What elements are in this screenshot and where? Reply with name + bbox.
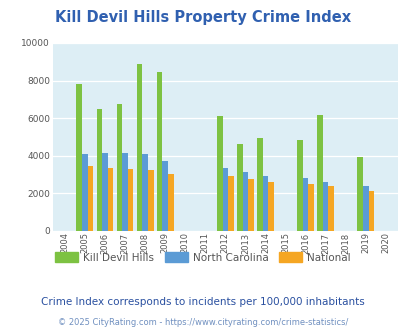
Bar: [262, 176, 268, 231]
Text: Kill Devil Hills Property Crime Index: Kill Devil Hills Property Crime Index: [55, 10, 350, 25]
Text: © 2025 CityRating.com - https://www.cityrating.com/crime-statistics/: © 2025 CityRating.com - https://www.city…: [58, 318, 347, 327]
Bar: [76, 84, 82, 231]
Bar: [356, 157, 362, 231]
Bar: [162, 161, 168, 231]
Bar: [216, 116, 222, 231]
Bar: [156, 72, 162, 231]
Bar: [222, 168, 228, 231]
Bar: [256, 138, 262, 231]
Bar: [328, 186, 333, 231]
Bar: [116, 104, 122, 231]
Bar: [136, 64, 142, 231]
Bar: [362, 186, 368, 231]
Bar: [102, 153, 107, 231]
Bar: [142, 154, 147, 231]
Bar: [316, 115, 322, 231]
Bar: [147, 170, 153, 231]
Bar: [268, 182, 273, 231]
Bar: [122, 153, 128, 231]
Bar: [247, 179, 253, 231]
Bar: [87, 166, 93, 231]
Bar: [128, 169, 133, 231]
Bar: [242, 172, 247, 231]
Bar: [296, 140, 302, 231]
Bar: [168, 174, 173, 231]
Bar: [302, 178, 308, 231]
Bar: [96, 109, 102, 231]
Bar: [107, 168, 113, 231]
Text: Crime Index corresponds to incidents per 100,000 inhabitants: Crime Index corresponds to incidents per…: [41, 297, 364, 307]
Bar: [308, 184, 313, 231]
Bar: [322, 182, 328, 231]
Bar: [368, 191, 373, 231]
Bar: [237, 144, 242, 231]
Bar: [228, 177, 233, 231]
Legend: Kill Devil Hills, North Carolina, National: Kill Devil Hills, North Carolina, Nation…: [51, 248, 354, 267]
Bar: [82, 154, 87, 231]
